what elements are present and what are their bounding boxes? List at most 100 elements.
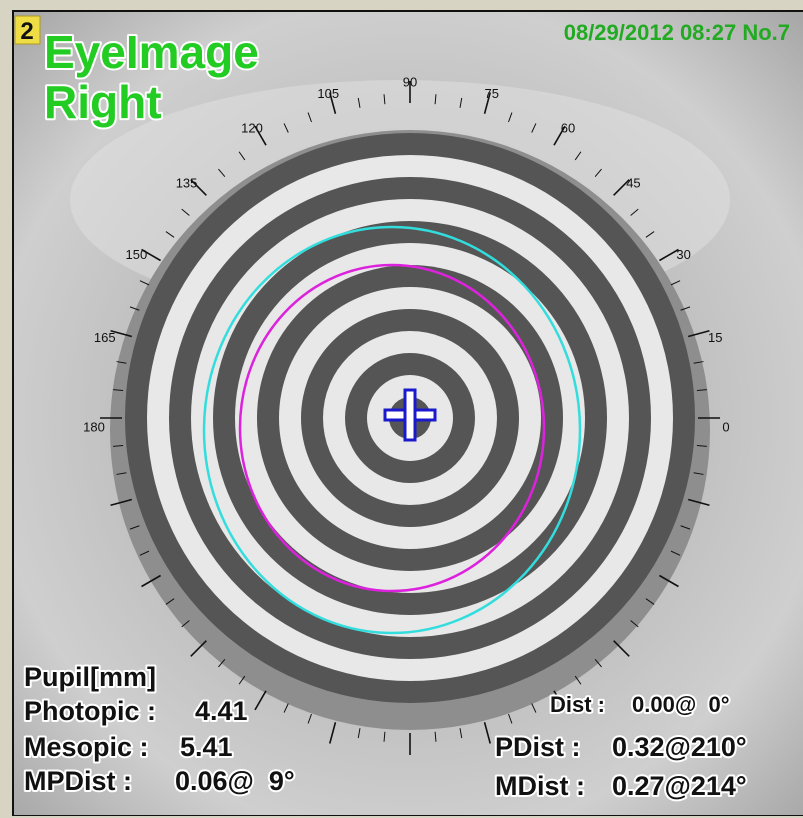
- tick: [594, 658, 602, 668]
- pupil-value: 4.41: [195, 696, 248, 726]
- angle-label: 105: [317, 86, 339, 101]
- angle-label: 15: [708, 330, 722, 345]
- measurements: Photopic : 4.41 Mesopic : 5.41 MPDist : 0.06@…: [22, 690, 749, 803]
- tick: [670, 280, 681, 286]
- tick: [693, 361, 704, 364]
- pupil-heading: Pupil[mm]: [24, 662, 156, 692]
- tick: [165, 231, 175, 238]
- tick: [459, 728, 463, 739]
- tick: [483, 92, 492, 114]
- tick: [141, 574, 161, 588]
- tick: [645, 231, 655, 238]
- eye-photo: 0 15 30 45 60 75 90 105 120 135 150 165 180: [14, 12, 803, 815]
- tick: [434, 731, 437, 742]
- tick: [680, 306, 691, 311]
- tick: [357, 728, 361, 739]
- eye-side: Right: [44, 76, 162, 128]
- tick: [116, 361, 127, 364]
- tick: [483, 722, 492, 744]
- pupil-label: Mesopic :: [24, 732, 149, 762]
- tick: [113, 444, 124, 447]
- tick: [357, 97, 361, 108]
- tick: [459, 97, 463, 108]
- pupil-value: 0.06@ 9°: [175, 766, 295, 796]
- timestamp: 08/29/2012 08:27 No.7: [564, 20, 790, 45]
- pupil-label: MPDist :: [24, 766, 132, 796]
- panel-number: 2: [20, 18, 33, 45]
- tick: [328, 722, 337, 744]
- angle-label: 150: [125, 247, 147, 262]
- tick: [594, 168, 602, 178]
- tick: [383, 94, 386, 105]
- angle-label: 45: [626, 175, 640, 190]
- tick: [696, 389, 707, 392]
- tick: [283, 123, 289, 133]
- tick: [687, 330, 710, 338]
- dist-value: 0.27@214°: [612, 771, 747, 801]
- tick: [680, 525, 691, 530]
- tick: [238, 151, 246, 161]
- dist-value: 0.32@210°: [612, 732, 747, 762]
- angle-label: 180: [83, 419, 105, 434]
- tick: [116, 472, 127, 475]
- pupil-outline: [238, 263, 546, 593]
- angle-label: 75: [485, 86, 499, 101]
- tick: [630, 620, 639, 628]
- angle-label: 165: [94, 330, 116, 345]
- center-cross: [383, 388, 437, 442]
- dist-label: Dist :: [550, 692, 605, 717]
- tick: [328, 92, 337, 114]
- title: EyeImage: [44, 26, 259, 78]
- tick: [307, 112, 312, 123]
- tick: [218, 168, 226, 178]
- dist-label: PDist :: [495, 732, 581, 762]
- angle-label: 90: [403, 74, 417, 89]
- tick: [613, 179, 630, 196]
- tick: [659, 248, 679, 262]
- pupil-value: 5.41: [180, 732, 233, 762]
- tick: [574, 675, 582, 685]
- tick: [190, 179, 207, 196]
- tick: [508, 713, 513, 724]
- tick: [574, 151, 582, 161]
- tick: [110, 330, 133, 338]
- angle-ticks: [100, 81, 720, 755]
- tick: [383, 731, 386, 742]
- tick: [659, 574, 679, 588]
- tick: [254, 690, 267, 711]
- tick: [254, 125, 267, 146]
- tick: [645, 598, 655, 605]
- tick: [531, 703, 537, 713]
- tick: [508, 112, 513, 123]
- tick: [630, 208, 639, 216]
- tick: [165, 598, 175, 605]
- tick: [687, 498, 710, 506]
- tick: [141, 248, 161, 262]
- dist-value: 0.00@ 0°: [632, 692, 730, 717]
- panel-badge: [14, 15, 41, 45]
- tick: [218, 658, 226, 668]
- angle-label: 135: [176, 175, 198, 190]
- angle-label: 0: [722, 419, 729, 434]
- tick: [693, 472, 704, 475]
- tick: [113, 389, 124, 392]
- tick: [553, 125, 566, 146]
- tick: [613, 640, 630, 657]
- tick: [181, 208, 190, 216]
- angle-label: 60: [561, 121, 575, 136]
- tick: [110, 498, 133, 506]
- angle-label: 30: [676, 247, 690, 262]
- tick: [283, 703, 289, 713]
- tick: [139, 550, 150, 556]
- tick: [696, 444, 707, 447]
- tick: [670, 550, 681, 556]
- tick: [129, 306, 140, 311]
- angle-label: 120: [241, 121, 263, 136]
- tick: [553, 690, 566, 711]
- tick: [129, 525, 140, 530]
- tick: [307, 713, 312, 724]
- tick: [531, 123, 537, 133]
- pupil-label: Photopic :: [24, 696, 156, 726]
- limbus-outline: [202, 225, 582, 635]
